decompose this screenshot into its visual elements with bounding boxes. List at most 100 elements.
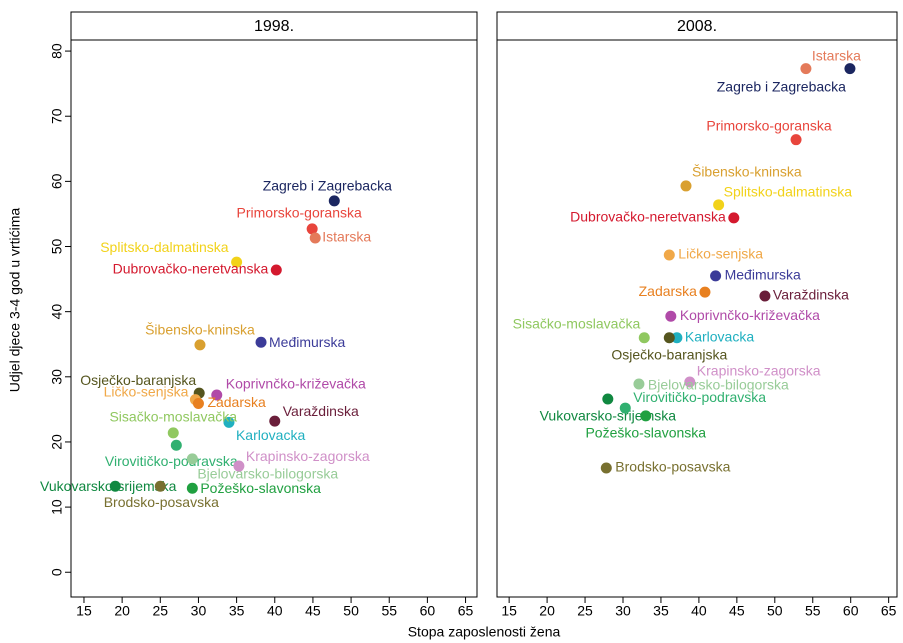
point bbox=[619, 402, 631, 414]
point-label: Zadarska bbox=[639, 283, 698, 299]
x-tick-label: 15 bbox=[76, 603, 92, 619]
x-tick-label: 15 bbox=[501, 603, 517, 619]
point-label: Požeško-slavonska bbox=[585, 425, 706, 441]
point bbox=[680, 180, 692, 192]
x-tick-label: 35 bbox=[229, 603, 245, 619]
point-label: Koprivnčko-križevačka bbox=[226, 376, 366, 392]
point-label: Splitsko-dalmatinska bbox=[100, 239, 229, 255]
point-label: Karlovacka bbox=[685, 328, 754, 344]
x-tick-label: 40 bbox=[691, 603, 707, 619]
point bbox=[306, 223, 318, 235]
x-tick-label: 50 bbox=[767, 603, 783, 619]
point bbox=[684, 376, 696, 388]
x-tick-label: 65 bbox=[881, 603, 897, 619]
point bbox=[231, 256, 243, 268]
y-tick-label: 70 bbox=[49, 108, 65, 124]
point-label: Varaždinska bbox=[283, 403, 359, 419]
y-tick-label: 60 bbox=[49, 173, 65, 189]
point-label: Splitsko-dalmatinska bbox=[724, 184, 853, 200]
point bbox=[665, 310, 677, 322]
point-label: Osječko-baranjska bbox=[80, 372, 196, 388]
point bbox=[640, 410, 652, 422]
y-tick-label: 80 bbox=[49, 43, 65, 59]
point bbox=[844, 63, 856, 75]
point bbox=[663, 249, 675, 261]
point-label: Vukovarsko-srijemska bbox=[40, 478, 177, 494]
y-tick-label: 0 bbox=[49, 568, 65, 576]
y-tick-label: 50 bbox=[49, 239, 65, 255]
x-tick-label: 25 bbox=[577, 603, 593, 619]
point-label: Vukovarsko-srijemska bbox=[540, 408, 677, 424]
point-label: Bjelovarsko-bilogorska bbox=[197, 466, 338, 482]
point-label: Zagreb i Zagrebacka bbox=[717, 78, 846, 94]
x-axis-label: Stopa zaposlenosti žena bbox=[408, 624, 561, 640]
point-label: Krapinsko-zagorska bbox=[697, 363, 821, 379]
point-label: Bjelovarsko-bilogorska bbox=[648, 377, 789, 393]
x-tick-label: 20 bbox=[539, 603, 555, 619]
x-tick-label: 55 bbox=[381, 603, 397, 619]
point-label: Međimurska bbox=[725, 267, 801, 283]
x-tick-label: 60 bbox=[843, 603, 859, 619]
point bbox=[211, 389, 223, 401]
x-tick-label: 20 bbox=[114, 603, 130, 619]
point bbox=[255, 336, 267, 348]
x-tick-label: 45 bbox=[729, 603, 745, 619]
point-label: Dubrovačko-neretvanska bbox=[570, 209, 726, 225]
strip bbox=[70, 11, 478, 41]
x-tick-label: 60 bbox=[420, 603, 436, 619]
x-tick-label: 25 bbox=[153, 603, 169, 619]
x-tick-label: 50 bbox=[343, 603, 359, 619]
point-label: Sisačko-moslavačka bbox=[513, 315, 641, 331]
point bbox=[309, 232, 321, 244]
point bbox=[710, 270, 722, 282]
point bbox=[269, 415, 281, 427]
point-label: Šibensko-kninska bbox=[692, 164, 802, 180]
point-label: Zadarska bbox=[207, 394, 266, 410]
point-label: Šibensko-kninska bbox=[145, 322, 255, 338]
point-label: Zagreb i Zagrebacka bbox=[263, 178, 392, 194]
point bbox=[663, 332, 675, 344]
point-label: Dubrovačko-neretvanska bbox=[113, 261, 269, 277]
point bbox=[600, 462, 612, 474]
strip bbox=[496, 11, 898, 41]
point-label: Brodsko-posavska bbox=[615, 459, 730, 475]
point-label: Koprivnčko-križevačka bbox=[680, 307, 820, 323]
point bbox=[233, 460, 245, 472]
point bbox=[167, 427, 179, 439]
point bbox=[790, 134, 802, 146]
point bbox=[633, 378, 645, 390]
point-label: Virovitičko-podravska bbox=[633, 389, 766, 405]
point bbox=[154, 480, 166, 492]
x-tick-label: 65 bbox=[458, 603, 474, 619]
y-axis-label: Udjel djece 3-4 god u vrtićima bbox=[7, 208, 23, 393]
x-tick-label: 40 bbox=[267, 603, 283, 619]
x-tick-label: 35 bbox=[653, 603, 669, 619]
point bbox=[186, 482, 198, 494]
plot-frame bbox=[496, 39, 898, 598]
point bbox=[192, 398, 204, 410]
point-label: Primorsko-goranska bbox=[706, 117, 831, 133]
point-label: Brodsko-posavska bbox=[104, 494, 219, 510]
y-tick-label: 30 bbox=[49, 369, 65, 385]
point-label: Ličko-senjska bbox=[104, 383, 189, 399]
point bbox=[699, 286, 711, 298]
x-tick-label: 30 bbox=[615, 603, 631, 619]
x-tick-label: 45 bbox=[305, 603, 321, 619]
point bbox=[194, 339, 206, 351]
x-tick-label: 30 bbox=[191, 603, 207, 619]
point bbox=[270, 264, 282, 276]
point-label: Požeško-slavonska bbox=[200, 480, 321, 496]
point-label: Krapinsko-zagorska bbox=[246, 448, 370, 464]
point bbox=[713, 199, 725, 211]
point bbox=[728, 212, 740, 224]
point bbox=[223, 416, 235, 428]
point bbox=[602, 393, 614, 405]
point-label: Međimurska bbox=[269, 334, 345, 350]
point-label: Istarska bbox=[322, 229, 371, 245]
point-label: Karlovacka bbox=[236, 427, 305, 443]
point bbox=[800, 63, 812, 75]
point-label: Primorsko-goranska bbox=[237, 205, 362, 221]
panel-title: 2008. bbox=[677, 18, 717, 35]
plot-frame bbox=[70, 39, 478, 598]
